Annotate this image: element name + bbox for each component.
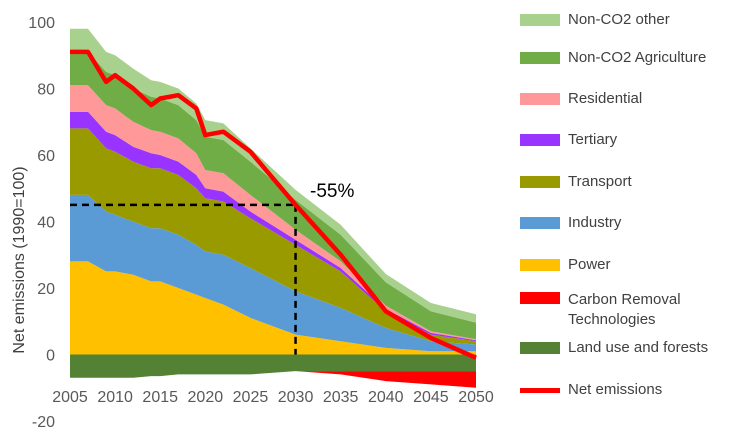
stacked-areas — [70, 28, 476, 388]
area-power — [70, 261, 476, 355]
net-emissions-line — [70, 49, 477, 360]
x-axis-ticks: 2005 2010 2015 2020 2025 2030 2035 2040 2045 2050 — [52, 389, 494, 406]
legend-item-industry: Industry — [520, 203, 621, 243]
legend-swatch — [520, 342, 560, 354]
x-tick-label: 2005 — [52, 389, 88, 406]
y-tick-label: -20 — [32, 414, 55, 431]
legend-label: Non-CO2 other — [568, 11, 670, 28]
area-carbon-removal-technologies — [70, 371, 476, 388]
legend-item-residential: Residential — [520, 79, 642, 119]
y-tick-label: 60 — [37, 148, 55, 165]
legend-swatch — [520, 217, 560, 229]
legend-label: Net emissions — [568, 381, 663, 398]
legend-label: Industry — [568, 214, 622, 231]
legend-label: Residential — [568, 90, 643, 107]
y-tick-label: 100 — [28, 15, 55, 32]
x-tick-label: 2015 — [142, 389, 178, 406]
x-tick-label: 2050 — [458, 389, 494, 406]
target-2030-lines — [70, 203, 297, 355]
y-tick-label: 80 — [37, 82, 55, 99]
legend-label: Non-CO2 Agriculture — [568, 49, 707, 66]
legend-item-non-co2-other: Non-CO2 other — [520, 0, 670, 40]
area-land-use-and-forests — [70, 354, 476, 378]
legend-label: Transport — [568, 173, 632, 190]
y-axis-ticks: -20 0 20 40 60 80 100 — [28, 15, 55, 431]
x-tick-label: 2030 — [278, 389, 314, 406]
x-tick-label: 2045 — [413, 389, 449, 406]
legend: Non-CO2 other Non-CO2 Agriculture Resident… — [520, 0, 747, 445]
legend-line — [520, 387, 560, 393]
y-tick-label: 0 — [46, 348, 55, 365]
area-industry — [70, 194, 476, 352]
legend-item-tertiary: Tertiary — [520, 120, 617, 160]
legend-item-transport: Transport — [520, 162, 632, 202]
legend-swatch — [520, 176, 560, 188]
y-tick-label: 20 — [37, 281, 55, 298]
area-transport — [70, 128, 476, 345]
legend-item-carbon-removal-technologies: Carbon Removal Technologies — [520, 291, 708, 332]
target-annotation: -55% — [310, 181, 354, 202]
legend-item-power: Power — [520, 245, 611, 285]
x-tick-label: 2020 — [188, 389, 224, 406]
legend-swatch — [520, 14, 560, 26]
x-tick-label: 2025 — [233, 389, 269, 406]
legend-swatch — [520, 93, 560, 105]
legend-item-net-emissions: Net emissions — [520, 370, 662, 410]
x-tick-label: 2010 — [97, 389, 133, 406]
y-tick-label: 40 — [37, 215, 55, 232]
legend-swatch — [520, 52, 560, 64]
area-non-co2-agriculture — [70, 51, 476, 340]
legend-item-non-co2-agriculture: Non-CO2 Agriculture — [520, 38, 706, 78]
area-tertiary — [70, 111, 476, 342]
legend-item-land-use-and-forests: Land use and forests — [520, 328, 708, 368]
x-tick-label: 2035 — [323, 389, 359, 406]
legend-swatch — [520, 259, 560, 271]
area-residential — [70, 85, 476, 341]
legend-label: Tertiary — [568, 131, 618, 148]
legend-label: Land use and forests — [568, 339, 709, 356]
legend-label: Carbon Removal Technologies — [568, 291, 681, 328]
legend-swatch — [520, 134, 560, 146]
legend-swatch — [520, 292, 560, 304]
legend-label: Power — [568, 256, 611, 273]
x-tick-label: 2040 — [368, 389, 404, 406]
y-axis-label: Net emissions (1990=100) — [11, 166, 28, 353]
net-emissions-line-group — [70, 49, 477, 360]
